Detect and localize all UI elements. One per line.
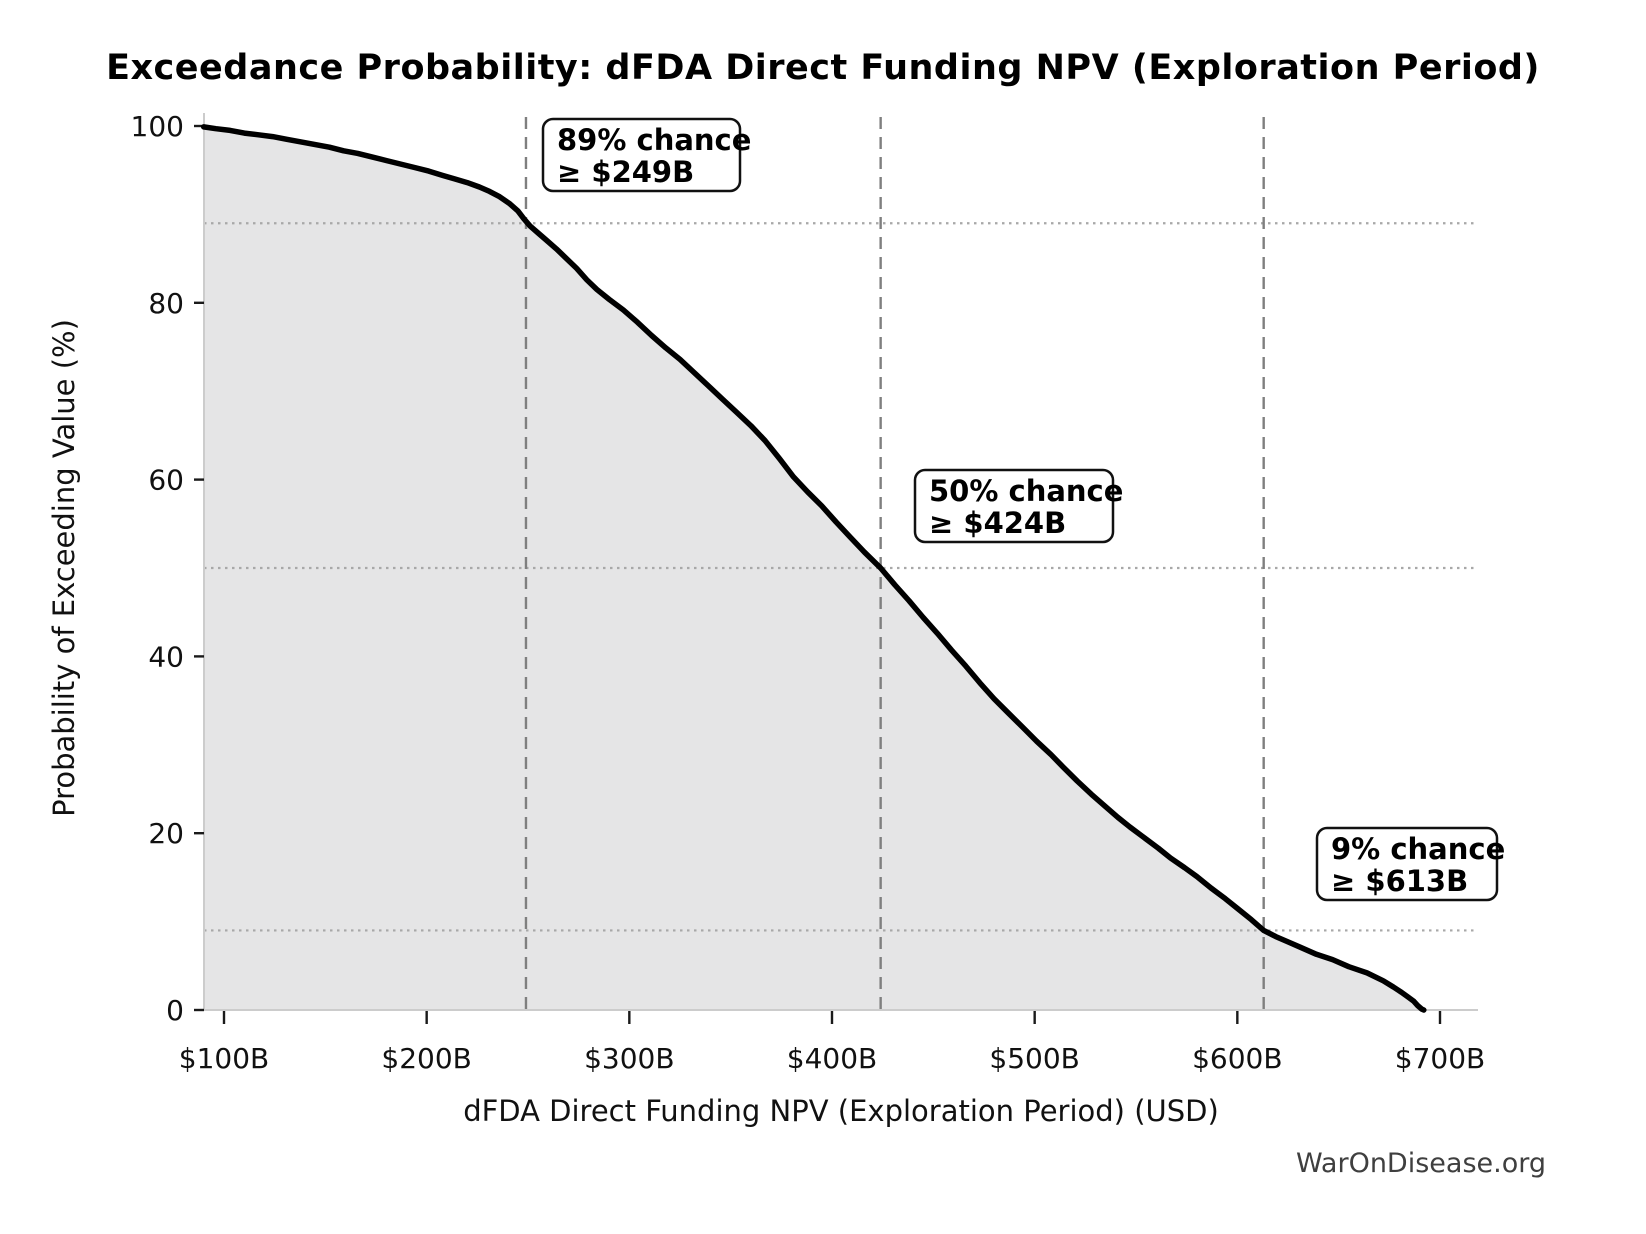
watermark-text: WarOnDisease.org	[1295, 1148, 1546, 1179]
y-tick-label: 0	[166, 994, 184, 1027]
y-tick-label: 80	[148, 287, 184, 320]
x-tick-label: $100B	[179, 1042, 269, 1075]
x-tick-label: $200B	[381, 1042, 471, 1075]
annotation-box	[1315, 826, 1499, 902]
annotation-box	[541, 117, 742, 193]
x-tick-label: $700B	[1395, 1042, 1485, 1075]
annotation-line1: 9% chance	[1331, 832, 1505, 866]
annotation-89pct: 89% chance≥ $249B	[541, 117, 751, 193]
x-axis-label: dFDA Direct Funding NPV (Exploration Per…	[463, 1094, 1219, 1128]
annotation-50pct: 50% chance≥ $424B	[913, 468, 1123, 544]
annotation-9pct: 9% chance≥ $613B	[1315, 826, 1505, 902]
annotation-line1: 89% chance	[557, 123, 751, 157]
y-tick-label: 20	[148, 817, 184, 850]
y-tick-label: 60	[148, 464, 184, 497]
y-axis-label: Probability of Exceeding Value (%)	[47, 319, 81, 817]
annotation-box	[913, 468, 1115, 544]
exceedance-curve	[200, 124, 1427, 1013]
annotation-line2: ≥ $249B	[557, 155, 694, 189]
x-tick-label: $500B	[989, 1042, 1079, 1075]
y-tick-label: 100	[131, 110, 184, 143]
y-tick-label: 40	[148, 640, 184, 673]
annotation-line2: ≥ $424B	[929, 506, 1066, 540]
x-tick-label: $400B	[787, 1042, 877, 1075]
x-tick-label: $300B	[584, 1042, 674, 1075]
annotation-line1: 50% chance	[929, 474, 1123, 508]
annotation-line2: ≥ $613B	[1331, 864, 1468, 898]
x-tick-label: $600B	[1192, 1042, 1282, 1075]
chart-title: Exceedance Probability: dFDA Direct Fund…	[106, 48, 1540, 88]
